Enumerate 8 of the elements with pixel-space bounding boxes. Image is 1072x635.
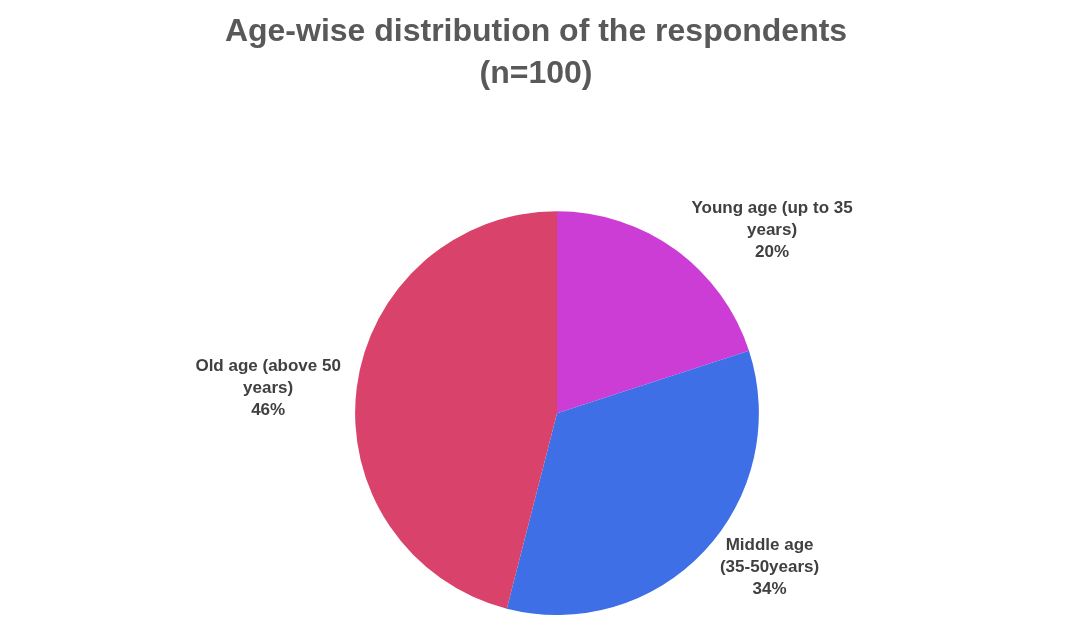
data-label: 34% <box>752 578 787 598</box>
pie-slice <box>355 211 557 609</box>
chart-title: Age-wise distribution of the respondents (n=100) <box>224 12 848 90</box>
slice-label: Middle age (35-50years) <box>719 534 820 576</box>
slice-label: Young age (up to 35 years) <box>691 197 853 239</box>
slice-label: Old age (above 50 years) <box>195 355 341 397</box>
data-label: 20% <box>755 241 790 261</box>
data-label: 46% <box>251 399 286 419</box>
